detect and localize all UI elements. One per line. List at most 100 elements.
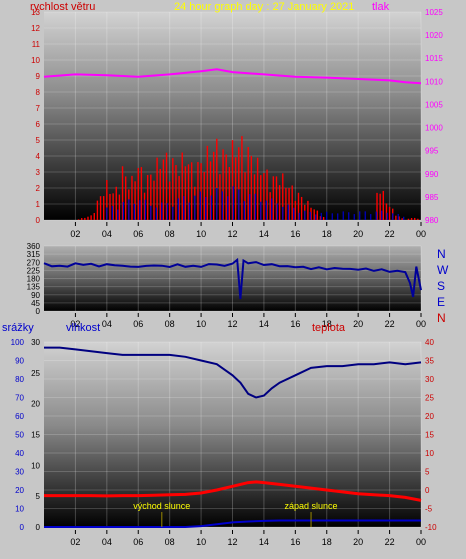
humidity-axis-title: vlhkost [66, 322, 100, 334]
humidity-tick-label: 20 [31, 400, 40, 409]
direction-x-tick-label: 12 [227, 319, 237, 329]
direction-tick-label: 315 [27, 250, 41, 259]
wind-speed-tick-label: 5 [36, 136, 41, 145]
wind-speed-tick-label: 0 [36, 216, 41, 225]
pressure-tick-label: 995 [425, 147, 439, 156]
direction-x-tick-label: 06 [133, 319, 143, 329]
precip-tick-label: 20 [15, 486, 24, 495]
pressure-tick-label: 980 [425, 216, 439, 225]
wind-x-tick-label: 18 [322, 229, 332, 239]
pressure-tick-label: 1000 [425, 124, 443, 133]
humidity-line [44, 346, 422, 399]
precip-tick-label: 0 [20, 523, 25, 532]
climate-x-tick-label: 16 [290, 537, 300, 547]
direction-x-tick-label: 04 [102, 319, 112, 329]
wind-speed-tick-label: 11 [32, 40, 41, 49]
temperature-tick-label: 5 [425, 468, 430, 477]
direction-tick-label: 135 [27, 283, 41, 292]
climate-x-tick-label: 08 [165, 537, 175, 547]
climate-x-tick-label: 20 [353, 537, 363, 547]
climate-x-tick-label: 12 [227, 537, 237, 547]
temperature-tick-label: 30 [425, 375, 434, 384]
temperature-tick-label: 25 [425, 394, 434, 403]
wind-speed-tick-label: 7 [36, 104, 41, 113]
graph-title: 24 hour graph day : 27 January 2021 [174, 1, 354, 13]
temperature-tick-label: 20 [425, 412, 434, 421]
humidity-tick-label: 15 [31, 431, 40, 440]
pressure-tick-label: 985 [425, 193, 439, 202]
sunrise-label: východ slunce [133, 501, 190, 511]
wind-x-tick-label: 04 [102, 229, 112, 239]
humidity-tick-label: 5 [36, 492, 41, 501]
precipitation-line [44, 519, 421, 528]
temperature-tick-label: 10 [425, 449, 434, 458]
temperature-tick-label: -5 [425, 505, 433, 514]
direction-x-tick-label: 18 [322, 319, 332, 329]
pressure-tick-label: 1010 [425, 77, 443, 86]
pressure-tick-label: 1020 [425, 31, 443, 40]
pressure-tick-label: 990 [425, 170, 439, 179]
wind-direction-line [43, 257, 422, 300]
direction-tick-label: 180 [27, 275, 41, 284]
wind-speed-tick-label: 3 [36, 168, 41, 177]
direction-x-tick-label: 16 [290, 319, 300, 329]
wind-x-tick-label: 02 [70, 229, 80, 239]
sunset-label: západ slunce [285, 501, 338, 511]
compass-letter-s: S [437, 279, 445, 293]
climate-x-tick-label: 04 [102, 537, 112, 547]
pressure-tick-label: 1025 [425, 8, 443, 17]
pressure-axis-title: tlak [372, 1, 390, 13]
wind-x-tick-label: 20 [353, 229, 363, 239]
wind-speed-tick-label: 2 [36, 184, 41, 193]
precip-tick-label: 70 [15, 394, 24, 403]
precip-tick-label: 50 [15, 431, 24, 440]
pressure-tick-label: 1015 [425, 54, 443, 63]
wind-speed-tick-label: 9 [36, 72, 41, 81]
wind-x-tick-label: 12 [227, 229, 237, 239]
climate-x-tick-label: 22 [385, 537, 395, 547]
wind-speed-tick-label: 10 [31, 56, 40, 65]
direction-tick-label: 0 [36, 307, 41, 316]
direction-x-tick-label: 02 [70, 319, 80, 329]
wind-x-tick-label: 10 [196, 229, 206, 239]
pressure-tick-label: 1005 [425, 100, 443, 109]
precip-tick-label: 40 [15, 449, 24, 458]
precip-tick-label: 80 [15, 375, 24, 384]
wind-speed-tick-label: 1 [36, 200, 41, 209]
wind-x-tick-label: 16 [290, 229, 300, 239]
compass-letter-w: W [437, 263, 449, 277]
wind-speed-tick-label: 12 [31, 24, 40, 33]
precip-axis-title: srážky [2, 322, 34, 334]
humidity-tick-label: 0 [36, 523, 41, 532]
temperature-line [44, 480, 422, 502]
direction-x-tick-label: 22 [385, 319, 395, 329]
precip-tick-label: 30 [15, 468, 24, 477]
direction-x-tick-label: 14 [259, 319, 269, 329]
wind-x-tick-label: 06 [133, 229, 143, 239]
humidity-tick-label: 30 [31, 338, 40, 347]
direction-plot-area [44, 246, 421, 311]
direction-x-tick-label: 10 [196, 319, 206, 329]
direction-x-tick-label: 08 [165, 319, 175, 329]
precip-tick-label: 10 [15, 505, 24, 514]
wind-axis-title: rychlost větru [30, 1, 95, 13]
direction-x-tick-label: 00 [416, 319, 426, 329]
climate-x-tick-label: 00 [416, 537, 426, 547]
direction-tick-label: 360 [27, 242, 41, 251]
wind-speed-tick-label: 6 [36, 120, 41, 129]
temperature-tick-label: 0 [425, 486, 430, 495]
pressure-line [43, 68, 422, 85]
precip-tick-label: 100 [11, 338, 25, 347]
humidity-tick-label: 10 [31, 461, 40, 470]
compass-letter-e: E [437, 295, 445, 309]
temperature-tick-label: -10 [425, 523, 437, 532]
climate-x-tick-label: 18 [322, 537, 332, 547]
wind-x-tick-label: 22 [385, 229, 395, 239]
wind-speed-tick-label: 8 [36, 88, 41, 97]
wind-speed-tick-label: 13 [31, 8, 40, 17]
humidity-tick-label: 25 [31, 369, 40, 378]
temperature-tick-label: 35 [425, 357, 434, 366]
direction-tick-label: 45 [31, 299, 40, 308]
